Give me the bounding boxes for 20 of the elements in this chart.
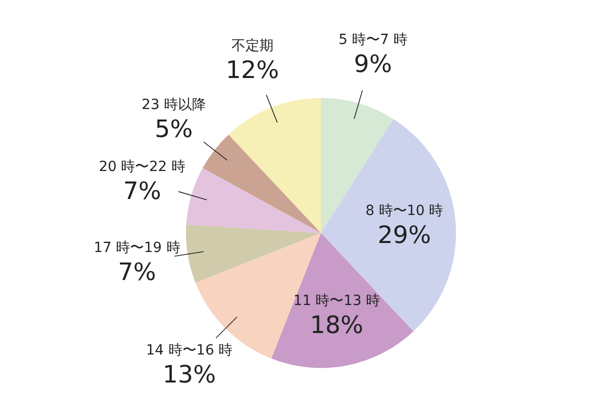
data-label: 12% — [226, 56, 280, 84]
data-label: 18% — [310, 311, 364, 340]
slice-label: 17 時〜19 時 — [94, 240, 180, 256]
data-label: 7% — [118, 258, 156, 286]
slice-label: 11 時〜13 時 — [293, 293, 380, 310]
slice-label: 23 時以降 — [142, 96, 206, 113]
pie-slice — [186, 168, 321, 233]
pie-slice — [228, 98, 321, 233]
pie-slice — [202, 134, 321, 233]
slice-label: 20 時〜22 時 — [98, 159, 186, 176]
data-label: 29% — [378, 221, 431, 250]
data-label: 13% — [162, 360, 216, 389]
data-label: 9% — [354, 50, 392, 78]
slice-label: 不定期 — [231, 38, 274, 54]
slice-label: 5 時〜7 時 — [338, 32, 408, 48]
slice-label: 14 時〜16 時 — [146, 342, 233, 359]
slice-label: 8 時〜10 時 — [366, 203, 444, 220]
data-label: 7% — [123, 177, 162, 206]
pie-slice — [186, 224, 321, 283]
data-label: 5% — [154, 114, 193, 143]
